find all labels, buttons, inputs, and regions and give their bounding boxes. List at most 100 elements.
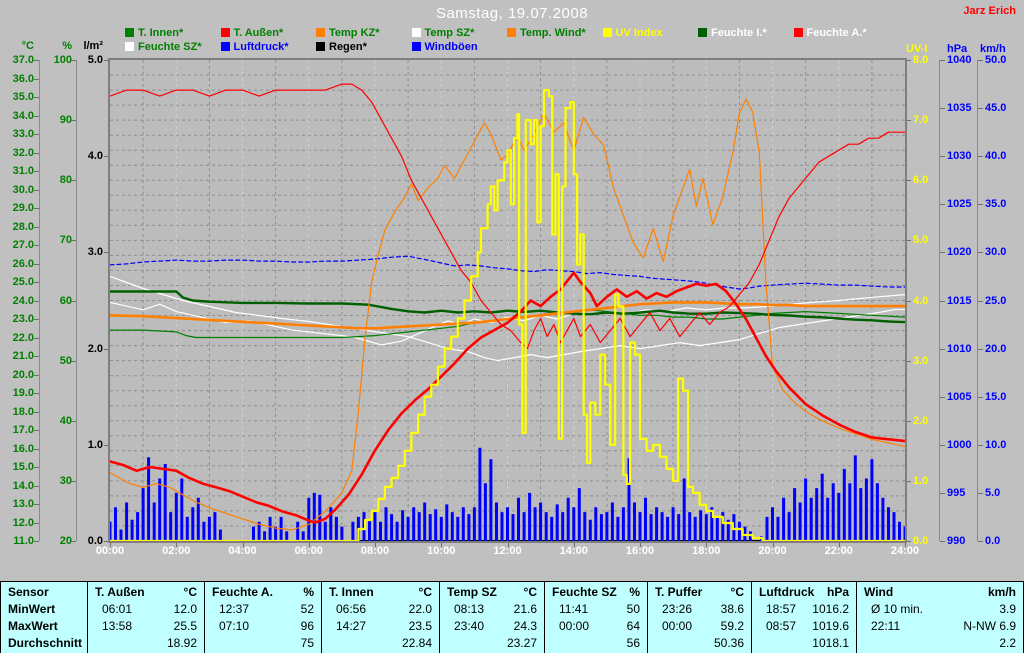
y-tick-label-pct: 70 [59,234,72,247]
y-tick-hpa [940,444,945,446]
cell-time [212,635,219,652]
cell-value: % [629,585,640,599]
y-tick-label-c: 15.0 [12,461,34,473]
summary-table: Sensor MinWert MaxWert Durchschnitt T. Außen… [0,581,1024,653]
luftdruck-swatch-icon [220,42,230,51]
chart-canvas [110,60,905,541]
y-tick-label-uv: 7.0 [913,114,929,127]
y-tick-label-hpa: 1035 [947,102,972,115]
y-tick-label-kmh: 40.0 [985,150,1007,163]
legend-item-label: Feuchte A.* [806,26,867,39]
y-tick-label-c: 31.0 [12,165,34,177]
cell-value: 1018.1 [812,636,849,650]
cell-time: 22:11 [871,619,901,633]
y-tick-lm2 [104,348,109,350]
temp-wind-swatch-icon [507,28,516,37]
y-tick-kmh [978,348,983,350]
x-tick [110,543,111,547]
cell-value: 25.5 [173,619,197,633]
temp-kz-swatch-icon [316,28,325,37]
cell-time: T. Außen [95,585,145,599]
t-au-en-swatch-icon [220,28,230,37]
y-tick-c [34,171,39,172]
legend-item-t-innen: T. Innen* [125,27,183,39]
y-tick-pct [71,180,76,182]
y-tick-uv [906,180,911,182]
series-temp-kz [110,98,905,531]
y-axis-title-kmh: km/h [980,43,1006,55]
y-tick-label-uv: 6.0 [913,174,929,187]
cell-time: T. Puffer [655,585,703,599]
y-tick-label-c: 13.0 [12,498,34,510]
row-label-durchschnitt: Durchschnitt [8,636,83,650]
y-tick-hpa [940,348,945,350]
table-cell: Luftdruck hPa [752,584,856,601]
series-temp-wind [110,301,905,330]
y-tick-label-uv: 8.0 [913,54,929,66]
y-tick-uv [906,480,911,482]
y-tick-kmh [978,60,983,61]
table-cell: 06:01 12.0 [88,601,204,618]
table-cell: 1018.1 [752,635,856,652]
x-tick-label: 04:00 [228,545,257,557]
y-tick-pct [71,541,76,542]
cell-time [552,635,559,652]
cell-time [864,635,871,652]
y-tick-hpa [940,252,945,254]
table-cell: Ø 10 min. 3.9 [857,601,1023,618]
y-tick-label-hpa: 1025 [947,198,972,211]
x-tick [176,543,178,547]
y-tick-c [34,60,39,61]
feuchte-a-swatch-icon [793,28,803,37]
table-cell: 08:13 21.6 [440,601,544,618]
y-tick-hpa [940,60,945,61]
y-tick-label-c: 35.0 [12,91,34,103]
y-tick-label-pct: 40 [59,414,72,427]
cell-value: °C [183,585,197,599]
y-tick-kmh [978,396,983,398]
table-cell: 2.2 [857,635,1023,652]
cell-time: T. Innen [329,585,374,599]
table-column-t-au-en: T. Außen °C 06:01 12.0 13:58 25.5 18.92 [87,582,204,653]
cell-value: 3.9 [999,602,1016,616]
y-tick-c [34,78,39,80]
y-tick-uv [906,360,911,362]
y-tick-hpa [940,204,945,206]
y-tick-label-c: 27.0 [12,239,34,251]
y-tick-label-c: 11.0 [13,535,34,547]
feuchte-sz-swatch-icon [125,42,134,51]
y-tick-label-c: 30.0 [12,183,34,196]
y-tick-pct [71,120,76,122]
y-tick-c [34,300,39,302]
cell-time: 06:56 [336,602,367,616]
legend-item-feuchte-sz: Feuchte SZ* [125,41,202,53]
x-tick-label: 22:00 [824,545,853,557]
y-axis-title-pct: % [62,40,72,52]
cell-time: 08:57 [766,619,797,633]
y-tick-pct [71,60,76,61]
legend-item-label: Regen* [329,40,367,53]
y-tick-label-kmh: 45.0 [985,102,1007,115]
x-tick [308,543,310,547]
legend-item-label: Luftdruck* [233,40,289,53]
y-tick-label-pct: 60 [59,294,72,307]
cell-time: 08:13 [454,602,485,616]
cell-value: 75 [300,636,314,650]
y-tick-uv [906,420,911,422]
feuchte-i-swatch-icon [698,28,707,37]
legend-item-label: UV Index [615,26,663,39]
y-tick-c [34,485,39,487]
y-tick-kmh [978,204,983,206]
y-tick-label-kmh: 50.0 [985,54,1007,66]
y-tick-c [34,115,39,117]
y-tick-lm2 [104,541,109,542]
x-tick-label: 00:00 [95,545,125,557]
cell-time: 11:41 [559,602,589,616]
y-tick-kmh [978,252,983,254]
y-tick-label-pct: 50 [59,354,72,367]
x-tick [838,543,840,547]
uv-index-swatch-icon [602,28,612,37]
legend-item-uv-index: UV Index [602,26,663,39]
x-tick-label: 14:00 [559,545,588,557]
y-tick-label-c: 34.0 [12,109,34,122]
